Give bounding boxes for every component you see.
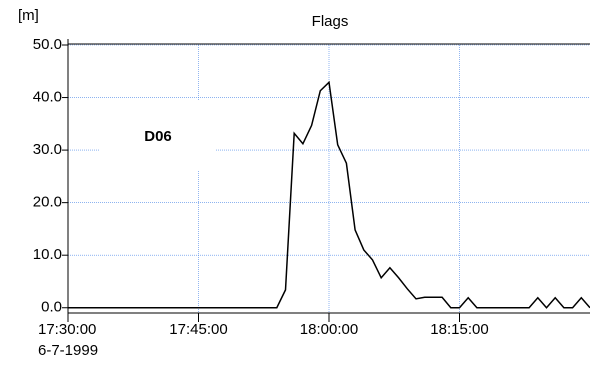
annotation-box xyxy=(100,100,216,170)
x-tick-label: 18:00:00 xyxy=(300,321,358,338)
y-unit: [m] xyxy=(18,7,39,24)
y-tick-label: 20.0 xyxy=(33,194,62,211)
x-tick-label: 17:45:00 xyxy=(169,321,227,338)
annotation: D06 xyxy=(144,128,172,145)
x-tick-label: 17:30:00 xyxy=(38,321,96,338)
y-tick-label: 50.0 xyxy=(33,36,62,53)
chart-title: Flags xyxy=(312,13,349,30)
date-label: 6-7-1999 xyxy=(38,342,98,359)
x-tick-label: 18:15:00 xyxy=(430,321,488,338)
y-tick-label: 0.0 xyxy=(41,299,62,316)
series-line xyxy=(68,80,590,309)
y-tick-label: 30.0 xyxy=(33,141,62,158)
y-tick-label: 40.0 xyxy=(33,89,62,106)
y-tick-label: 10.0 xyxy=(33,246,62,263)
